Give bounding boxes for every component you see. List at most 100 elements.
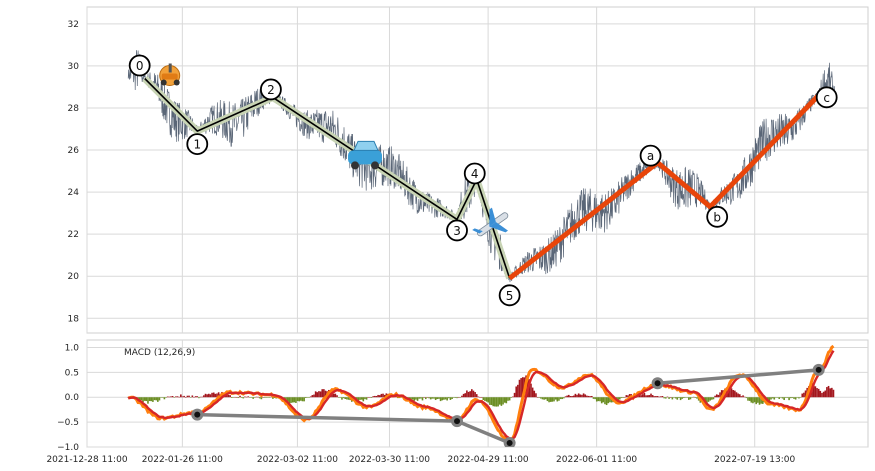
macd-histogram-bar [551,397,554,402]
wave-label-3: 3 [446,219,468,242]
macd-histogram-bar [540,397,542,399]
macd-histogram-bar [364,397,366,400]
macd-histogram-bar [375,395,378,398]
macd-histogram-bar [467,391,470,398]
macd-histogram-bar [796,397,799,398]
macd-histogram-bar [819,390,822,398]
macd-histogram-bar [431,397,434,399]
macd-histogram-bar [750,397,753,403]
macd-histogram-bar [572,395,575,398]
macd-histogram-bar [729,387,731,398]
macd-histogram-bar [775,397,777,398]
macd-histogram-bar [309,396,312,398]
macd-histogram-bar [753,397,756,403]
macd-histogram-bar [686,397,688,398]
macd-histogram-bar [421,397,424,401]
macd-histogram-bar [602,397,605,403]
macd-histogram-bar [217,392,220,398]
macd-histogram-bar [510,397,513,398]
macd-histogram-bar [301,397,304,402]
macd-histogram-bar [592,397,595,399]
wave-label-0: 0 [128,54,151,77]
macd-histogram-bar [237,397,240,399]
x-tick-label: 2021-12-28 11:00 [46,455,127,465]
wave-label-circle [260,78,282,101]
wave-label-circle [639,144,662,167]
macd-histogram-bar [817,388,820,398]
macd-histogram-bar [785,397,787,398]
macd-histogram-bar [536,397,539,398]
macd-histogram-bar [589,396,591,398]
macd-y-tick-label: 0.5 [65,368,79,378]
macd-histogram-bar [436,397,439,400]
macd-histogram-bar [268,397,271,398]
macd-histogram-bar [408,397,411,399]
macd-histogram-bar [771,397,774,399]
macd-histogram-bar [303,397,305,402]
macd-histogram-bar [323,389,325,398]
macd-histogram-bar [778,397,781,400]
wave-label-circle [463,162,486,185]
macd-histogram-bar [378,395,381,398]
macd-histogram-bar [446,397,448,401]
macd-histogram-bar [161,397,164,398]
macd-histogram-bar [316,392,319,398]
macd-histogram-bar [145,397,148,402]
macd-y-tick-label: 1.0 [65,343,80,353]
wave-label-circle [706,205,729,228]
macd-histogram-bar [623,397,626,398]
macd-histogram-bar [711,397,713,400]
divergence-point [654,380,661,387]
macd-histogram-bar [579,394,582,398]
macd-histogram-bar [457,397,460,398]
macd-histogram-bar [760,397,762,404]
macd-histogram-bar [803,392,805,398]
macd-histogram-bar [664,397,667,399]
wave-label-text: a [647,149,654,163]
macd-y-tick-label: −0.5 [57,418,79,428]
macd-histogram-bar [321,389,324,398]
macd-histogram-bar [530,383,532,398]
macd-histogram-bar [544,397,547,400]
macd-histogram-bar [661,396,664,398]
macd-histogram-bar [489,397,491,405]
macd-histogram-bar [482,397,485,400]
macd-histogram-bar [153,397,156,401]
macd-histogram-bar [559,397,562,400]
macd-histogram-bar [515,386,518,398]
macd-histogram-bar [783,397,785,401]
divergence-line [197,412,458,423]
macd-histogram-bar [252,397,254,399]
macd-histogram-bar [650,393,652,398]
macd-histogram-bar [288,397,291,404]
macd-histogram-bar [600,397,603,404]
macd-histogram-bar [359,397,361,400]
macd-histogram-bar [441,397,444,401]
macd-histogram-bar [622,397,624,398]
macd-histogram-bar [188,395,190,398]
macd-histogram-bar [413,397,416,401]
macd-histogram-bar [377,394,379,398]
macd-histogram-bar [434,397,437,401]
macd-histogram-bar [380,393,383,398]
macd-histogram-bar [755,397,758,405]
macd-histogram-bar [586,395,588,398]
macd-histogram-bar [773,397,776,400]
macd-histogram-bar [198,397,200,399]
macd-histogram-bar [451,397,453,400]
macd-histogram-bar [730,388,733,398]
macd-histogram-bar [727,390,730,398]
macd-histogram-bar [549,397,552,402]
macd-histogram-bar [571,396,573,398]
macd-histogram-bar [780,397,782,398]
macd-histogram-bar [625,395,628,398]
macd-histogram-bar [250,397,253,398]
macd-histogram-bar [324,390,327,398]
macd-histogram-bar [314,391,317,398]
macd-histogram-bar [688,397,690,400]
macd-histogram-bar [720,390,723,398]
macd-histogram-bar [528,379,531,398]
macd-histogram-bar [678,397,680,398]
macd-histogram-bar [249,397,251,398]
